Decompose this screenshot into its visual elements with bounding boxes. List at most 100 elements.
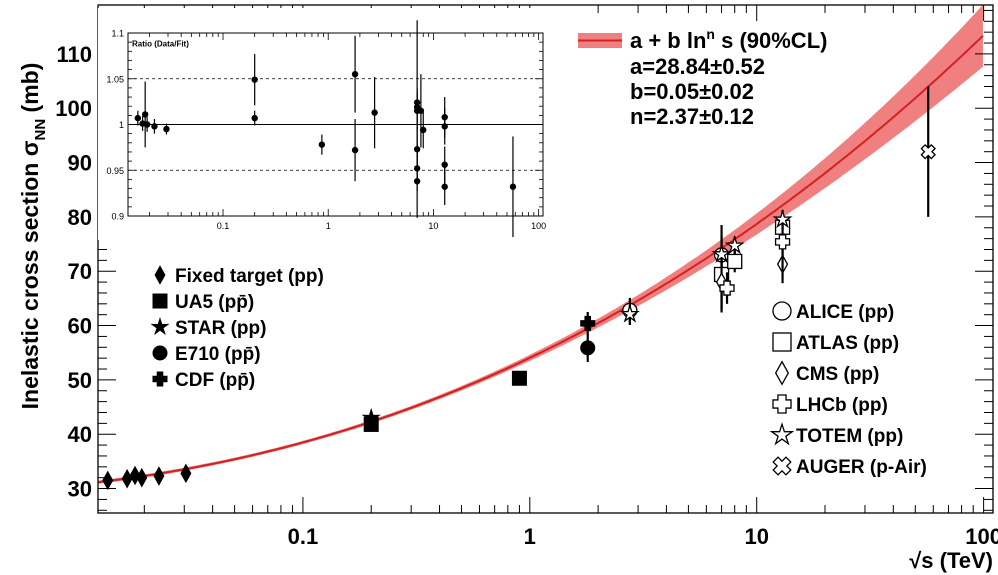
legend-marker-alice-pp [772, 301, 792, 321]
x-tick-label: 10 [744, 524, 768, 549]
inset-x-tick-label: 1 [326, 221, 331, 231]
atlas-pp-point [727, 253, 743, 270]
legend-label-ua5-pp: UA5 (pp̄) [175, 292, 254, 313]
star-pp-point [361, 407, 381, 427]
fit-param-0: a=28.84±0.52 [630, 54, 765, 79]
y-axis-label-unit: (mb) [17, 63, 43, 119]
legend-label-auger-p-air: AUGER (p-Air) [796, 457, 927, 478]
totem-pp-point [619, 303, 640, 323]
inset-point [417, 107, 425, 114]
totem-pp-point [724, 235, 745, 255]
ratio-inset: 0.1 1 10 100 0.9 0.95 1 1.05 1.1 Ratio (Data/Fit) [98, 8, 558, 240]
inset-point [413, 178, 421, 185]
x-tick-label: 1 [524, 524, 536, 549]
legend-label-cdf-pp: CDF (pp̄) [175, 370, 255, 391]
inset-title: Ratio (Data/Fit) [132, 40, 189, 49]
fit-legend-tail: s (90%CL) [715, 28, 827, 53]
inset-x-tick-label: 10 [428, 221, 438, 231]
legend-label-atlas-pp: ATLAS (pp) [796, 333, 899, 354]
fixed-target-pp-point [136, 467, 148, 488]
legend-marker-e710-pp [152, 345, 168, 361]
y-tick-label: 70 [68, 259, 92, 284]
main-data-points [102, 86, 936, 491]
fit-band-group [97, 4, 984, 484]
legend-marker-atlas-pp [772, 332, 792, 352]
y-tick-label: 40 [68, 422, 92, 447]
legend-marker-ua5-pp [152, 293, 168, 309]
y-tick-label: 50 [68, 368, 92, 393]
y-tick-label: 30 [68, 477, 92, 502]
lhcb-pp-point [719, 280, 735, 296]
inset-point [141, 111, 149, 118]
totem-pp-point [711, 243, 732, 263]
legend-marker-fixed-target-pp [154, 265, 166, 285]
y-axis-label-sub: NN [32, 119, 49, 141]
e710-pp-point [580, 340, 596, 356]
inset-point [163, 125, 170, 133]
legend-marker-totem-pp [769, 422, 795, 446]
y-tick-label: 110 [57, 42, 93, 67]
legend-label-star-pp: STAR (pp) [175, 318, 266, 339]
fit-param-1: b=0.05±0.02 [630, 79, 754, 104]
inset-y-tick-label: 0.95 [106, 166, 124, 176]
inset-x-tick-label: 100 [531, 221, 546, 231]
inset-point [371, 109, 378, 116]
fit-legend-sup: n [706, 26, 715, 42]
main-plot-frame [97, 4, 994, 514]
inset-point [251, 76, 258, 83]
legend-label-lhcb-pp: LHCb (pp) [796, 395, 888, 416]
inset-x-tick-label: 0.1 [217, 221, 230, 231]
inset-y-tick-label: 1.1 [111, 29, 124, 39]
legend-label-fixed-target-pp: Fixed target (pp) [175, 266, 324, 287]
fixed-target-pp-point [129, 465, 141, 486]
inset-point [509, 183, 517, 190]
auger-p-air-point [920, 143, 936, 160]
inset-y-tick-label: 1 [119, 120, 124, 130]
legend-marker-star-pp [150, 316, 170, 336]
inset-point [151, 123, 158, 130]
inset-point [351, 146, 359, 154]
inset-point [441, 183, 448, 190]
fixed-target-pp-point [102, 470, 114, 491]
x-tick-label: 0.1 [288, 524, 319, 549]
fixed-target-pp-point [121, 468, 133, 489]
x-axis-label-root: √ [909, 548, 922, 573]
y-tick-label: 60 [68, 314, 92, 339]
inset-point [351, 70, 359, 78]
fit-legend-label: a + b lnn s (90%CL) [630, 26, 827, 53]
main-plot-border [97, 4, 994, 514]
y-tick-label: 90 [68, 151, 92, 176]
legend-marker-auger-p-air [772, 456, 792, 476]
x-axis-label-main: s (TeV) [921, 548, 993, 573]
cdf-pp-point [580, 315, 596, 331]
inset-y-tick-label: 0.9 [111, 212, 124, 222]
inset-point [420, 126, 427, 134]
inset-point [143, 121, 151, 128]
legend: a + b lnn s (90%CL)a=28.84±0.52b=0.05±0.… [150, 26, 927, 478]
x-axis-label: √s (TeV) [909, 548, 993, 573]
fit-curve [97, 35, 984, 484]
ua5-pp-point [511, 370, 527, 386]
y-axis-label: Inelastic cross section σNN (mb) [17, 63, 49, 410]
x-tick-label: 100 [965, 524, 998, 549]
inset-point [134, 114, 142, 122]
legend-marker-lhcb-pp [772, 394, 792, 414]
inset-point [441, 123, 448, 130]
y-tick-label: 80 [68, 205, 92, 230]
legend-label-alice-pp: ALICE (pp) [796, 302, 894, 323]
lhcb-pp-point [774, 234, 791, 250]
totem-pp-point [772, 209, 793, 229]
inset-point [251, 114, 258, 122]
legend-label-cms-pp: CMS (pp) [796, 364, 879, 385]
inset-point [441, 161, 448, 168]
y-tick-label: 100 [55, 96, 92, 121]
y-axis-label-main: Inelastic cross section σ [17, 140, 43, 409]
fit-legend-main: a + b ln [630, 28, 706, 53]
fixed-target-pp-point [153, 466, 165, 486]
legend-marker-cdf-pp [152, 371, 168, 387]
legend-label-totem-pp: TOTEM (pp) [796, 426, 903, 447]
fixed-target-pp-point [180, 463, 192, 484]
fit-param-2: n=2.37±0.12 [630, 104, 754, 129]
legend-marker-cms-pp [774, 360, 790, 386]
